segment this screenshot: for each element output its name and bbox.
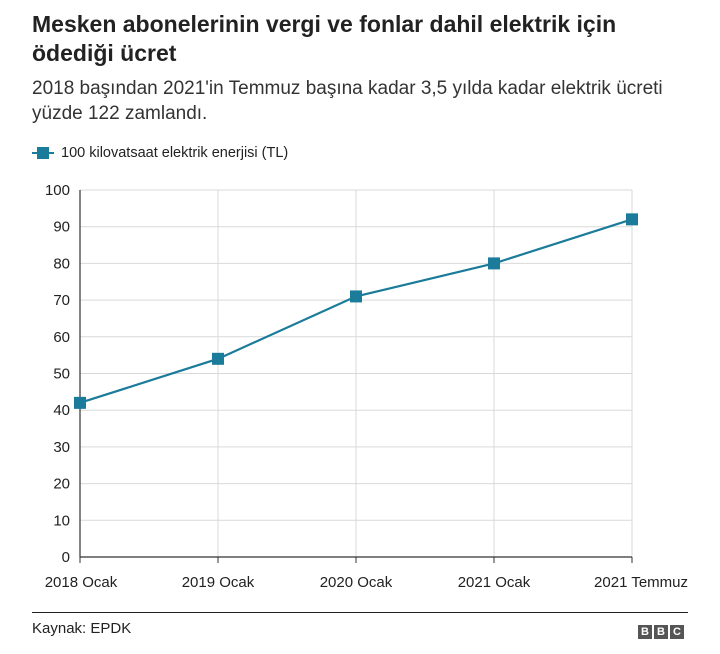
y-tick-label: 80: [53, 255, 70, 272]
x-tick-label: 2018 Ocak: [45, 574, 118, 591]
y-tick-label: 10: [53, 512, 70, 529]
bbc-logo: B B C: [638, 625, 684, 639]
y-tick-label: 0: [62, 549, 70, 566]
y-tick-label: 100: [45, 182, 70, 199]
bbc-logo-letter: B: [638, 625, 652, 639]
bbc-logo-letter: B: [654, 625, 668, 639]
x-tick-label: 2020 Ocak: [320, 574, 393, 591]
data-point-marker: [212, 352, 224, 365]
y-tick-label: 20: [53, 476, 70, 493]
x-tick-label: 2021 Ocak: [458, 574, 531, 591]
x-tick-label: 2019 Ocak: [182, 574, 255, 591]
legend-swatch-icon: [32, 146, 54, 160]
y-tick-label: 30: [53, 439, 70, 456]
data-point-marker: [74, 396, 86, 409]
chart-title: Mesken abonelerinin vergi ve fonlar dahi…: [32, 11, 617, 66]
bbc-logo-letter: C: [670, 625, 684, 639]
chart-subtitle: 2018 başından 2021'in Temmuz başına kada…: [32, 78, 663, 124]
legend-label: 100 kilovatsaat elektrik enerjisi (TL): [61, 145, 289, 161]
y-tick-label: 50: [53, 366, 70, 383]
y-tick-label: 40: [53, 402, 70, 419]
legend: 100 kilovatsaat elektrik enerjisi (TL): [32, 143, 288, 163]
source-note: Kaynak: EPDK: [32, 620, 132, 637]
x-tick-label: 2021 Temmuz: [594, 574, 688, 591]
y-tick-label: 70: [53, 292, 70, 309]
y-tick-label: 90: [53, 219, 70, 236]
data-point-marker: [488, 257, 500, 270]
line-chart: 0 10 20 30 40 50 60 70 80 90 100 2018 Ocak 2019 Ocak…: [45, 182, 688, 591]
source-divider: [32, 612, 688, 613]
data-point-marker: [350, 290, 362, 303]
data-point-marker: [626, 213, 638, 226]
y-tick-label: 60: [53, 329, 70, 346]
